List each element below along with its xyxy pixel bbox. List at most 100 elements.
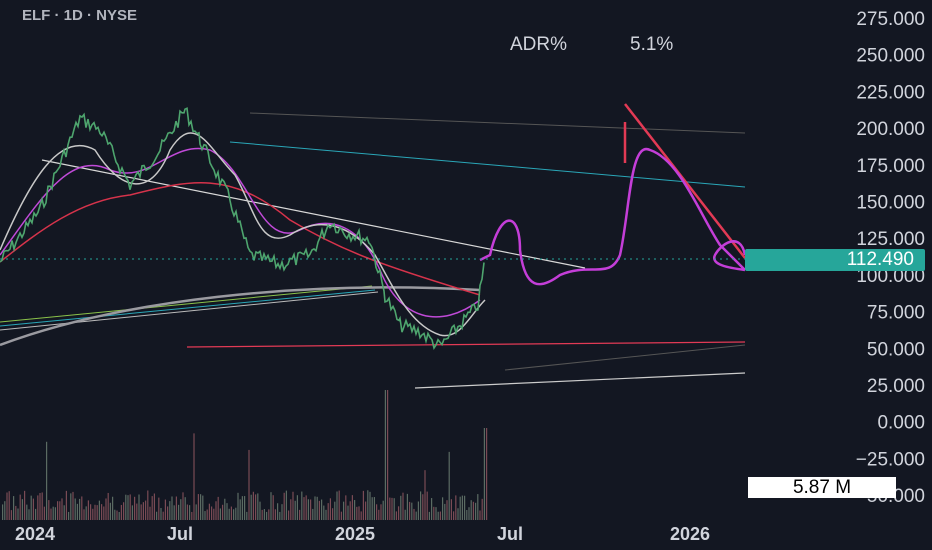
volume-bar — [87, 500, 89, 520]
volume-bar — [96, 505, 98, 520]
volume-bar — [411, 502, 413, 520]
volume-bar — [312, 508, 314, 520]
volume-bar — [307, 499, 309, 520]
volume-bar — [468, 507, 470, 520]
volume-bar — [477, 494, 479, 520]
price-label: 25.000 — [867, 376, 925, 397]
volume-bar — [131, 505, 133, 520]
volume-bar — [409, 501, 411, 520]
volume-bars — [2, 390, 488, 520]
symbol-title: ELF · 1D · NYSE — [22, 7, 137, 24]
volume-bar — [8, 491, 10, 520]
volume-bar — [171, 496, 173, 520]
volume-bar — [461, 495, 463, 520]
volume-bar — [378, 509, 380, 520]
time-axis: 2024 Jul 2025 Jul 2026 — [15, 524, 710, 544]
volume-bar — [380, 504, 382, 520]
volume-bar — [142, 502, 144, 520]
volume-bar — [175, 496, 177, 520]
volume-value: 5.87 M — [793, 477, 851, 498]
volume-bar — [475, 502, 477, 520]
volume-bar — [288, 510, 290, 520]
volume-bar — [222, 504, 224, 520]
volume-bar — [169, 501, 171, 520]
last-price-tag — [745, 249, 925, 271]
volume-bar — [186, 504, 188, 520]
volume-bar — [444, 503, 446, 520]
trend-line — [504, 344, 746, 371]
volume-bar — [6, 492, 8, 520]
volume-bar — [233, 509, 235, 520]
volume-bar — [470, 500, 472, 520]
volume-bar — [435, 507, 437, 520]
volume-bar — [332, 508, 334, 520]
volume-bar — [43, 506, 45, 520]
trend-line — [414, 372, 746, 389]
volume-bar — [215, 501, 217, 520]
volume-bar — [145, 500, 147, 520]
trend-line — [249, 112, 746, 134]
volume-bar — [323, 505, 325, 520]
volume-bar — [314, 496, 316, 520]
volume-bar — [197, 494, 199, 520]
volume-bar — [257, 493, 259, 520]
volume-bar — [420, 491, 422, 520]
volume-bar — [369, 491, 371, 520]
volume-bar — [389, 497, 391, 520]
volume-bar — [453, 511, 455, 520]
volume-bar — [336, 491, 338, 520]
volume-bar — [479, 510, 481, 520]
volume-bar — [395, 511, 397, 520]
volume-bar — [305, 495, 307, 520]
volume-bar — [120, 504, 122, 520]
volume-bar — [26, 504, 28, 520]
volume-bar — [334, 501, 336, 520]
volume-bar — [21, 499, 23, 520]
trend-line — [41, 159, 586, 269]
volume-bar — [384, 390, 386, 520]
trend-line — [0, 289, 376, 327]
volume-bar — [2, 504, 4, 520]
volume-bar — [153, 493, 155, 520]
volume-bar — [393, 498, 395, 520]
volume-bar — [90, 504, 92, 520]
volume-bar — [483, 428, 485, 520]
volume-bar — [404, 509, 406, 520]
price-label: 100.000 — [856, 266, 925, 287]
volume-bar — [252, 491, 254, 520]
trend-line — [0, 291, 379, 331]
volume-bar — [450, 499, 452, 520]
volume-bar — [259, 501, 261, 520]
price-label: 275.000 — [856, 9, 925, 30]
moving-average — [0, 132, 486, 337]
volume-bar — [129, 494, 131, 520]
volume-bar — [63, 505, 65, 520]
volume-bar — [387, 390, 389, 520]
volume-bar — [147, 490, 149, 520]
volume-bar — [246, 511, 248, 520]
volume-bar — [241, 496, 243, 520]
volume-bar — [15, 505, 17, 520]
volume-bar — [362, 490, 364, 520]
volume-bar — [200, 494, 202, 520]
volume-bar — [455, 495, 457, 520]
volume-bar — [292, 491, 294, 520]
volume-bar — [184, 497, 186, 520]
volume-bar — [57, 501, 59, 520]
volume-bar — [112, 496, 114, 520]
price-label: 225.000 — [856, 82, 925, 103]
volume-bar — [160, 507, 162, 520]
volume-bar — [237, 492, 239, 520]
volume-bar — [356, 506, 358, 520]
volume-bar — [94, 504, 96, 520]
time-label: Jul — [167, 524, 193, 544]
volume-bar — [268, 509, 270, 520]
volume-bar — [213, 508, 215, 520]
volume-bar — [391, 497, 393, 520]
time-label: 2024 — [15, 524, 55, 544]
volume-bar — [303, 497, 305, 520]
volume-bar — [358, 506, 360, 520]
volume-bar — [402, 492, 404, 520]
volume-bar — [127, 495, 129, 520]
volume-bar — [299, 509, 301, 520]
